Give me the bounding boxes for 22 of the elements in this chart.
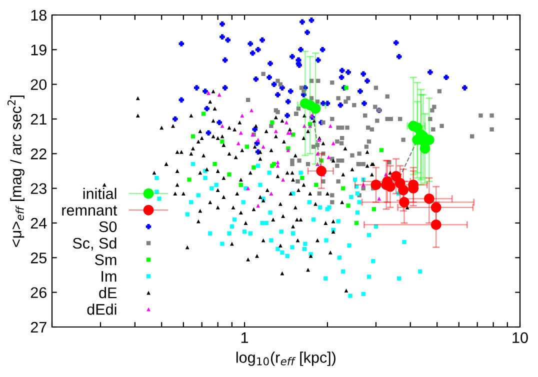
y-tick-label: 20	[30, 79, 47, 90]
legend-label: dE	[99, 287, 117, 298]
legend-label: S0	[99, 221, 117, 232]
y-tick-label: 22	[30, 148, 46, 160]
legend-label: Im	[102, 271, 116, 282]
y-tick-label: 25	[30, 252, 46, 264]
y-tick-label: 21	[30, 114, 46, 125]
legend-label: initial	[83, 188, 116, 200]
x-axis-title: log$_{10}$(r$_{eff}$ [kpc])	[236, 352, 336, 366]
y-tick-label: 26	[30, 287, 46, 298]
y-tick-label: 27	[30, 322, 46, 333]
legend-label: Sm	[94, 254, 116, 266]
x-tick-label: 10	[512, 332, 528, 344]
legend-label: Sc, Sd	[72, 237, 116, 250]
y-tick-label: 23	[30, 183, 46, 194]
legend-label: remnant	[62, 206, 118, 216]
y-axis-title: <μ>$_{eff}$ [mag / arc sec$^{2}$]	[7, 96, 24, 247]
y-tick-label: 19	[31, 44, 46, 56]
legend-label: dEdi	[87, 304, 116, 315]
y-tick-label: 18	[31, 10, 46, 21]
y-tick-label: 24	[30, 218, 47, 229]
x-tick-label: 1	[241, 332, 248, 343]
